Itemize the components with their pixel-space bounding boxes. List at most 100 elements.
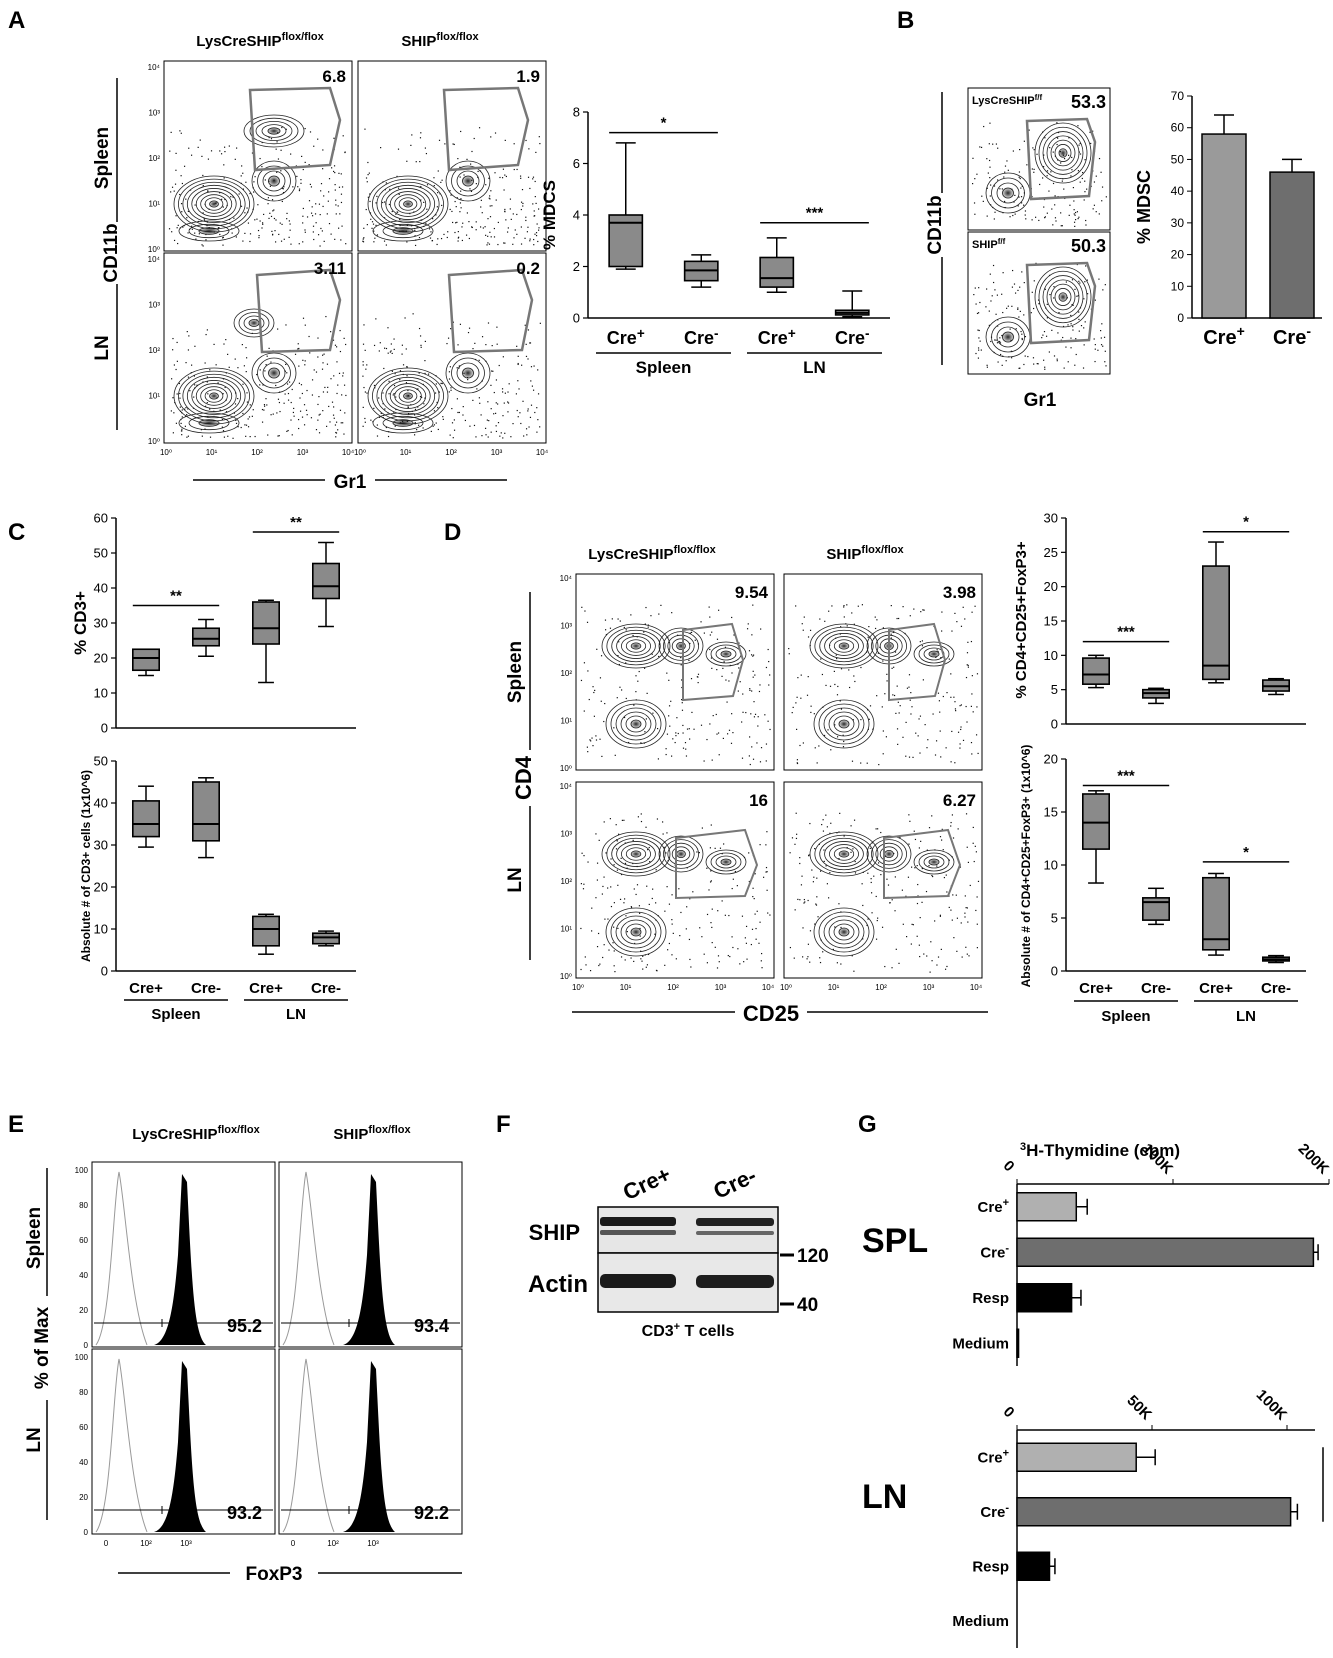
event-dot <box>326 363 329 365</box>
event-dot <box>1004 171 1006 173</box>
event-dot <box>367 161 369 164</box>
event-dot <box>362 240 364 242</box>
event-dot <box>920 840 922 842</box>
event-dot <box>891 667 893 669</box>
event-dot <box>1104 350 1106 352</box>
event-dot <box>946 692 948 694</box>
event-dot <box>404 317 406 319</box>
event-dot <box>517 355 519 357</box>
event-dot <box>694 639 696 641</box>
event-dot <box>994 289 996 291</box>
event-dot <box>977 880 980 883</box>
event-dot <box>435 422 437 424</box>
a-ytick-label: 10⁰ <box>148 437 160 446</box>
event-dot <box>273 209 275 211</box>
event-dot <box>321 230 323 232</box>
event-dot <box>310 417 313 419</box>
event-dot <box>247 418 249 420</box>
event-dot <box>853 819 856 821</box>
event-dot <box>873 875 875 877</box>
event-dot <box>711 667 713 669</box>
event-dot <box>1025 218 1027 220</box>
event-dot <box>831 605 833 607</box>
event-dot <box>711 759 713 761</box>
a-plot-spleen-cre <box>163 60 353 252</box>
a-gate-value-3: 3.11 <box>314 259 346 278</box>
event-dot <box>391 210 393 213</box>
event-dot <box>710 870 712 872</box>
event-dot <box>727 954 729 957</box>
event-dot <box>999 342 1002 344</box>
event-dot <box>378 350 380 352</box>
e-yaxis-label: % of Max <box>32 1306 53 1389</box>
event-dot <box>715 713 717 716</box>
event-dot <box>989 195 991 197</box>
event-dot <box>187 408 189 410</box>
panel-d-flow: LysCreSHIPflox/flox SHIPflox/flox 9.54 3… <box>505 544 988 1026</box>
event-dot <box>936 649 938 651</box>
event-dot <box>1061 225 1063 227</box>
event-dot <box>175 368 177 371</box>
event-dot <box>230 196 232 198</box>
event-dot <box>342 375 344 377</box>
contour-core <box>630 719 642 729</box>
event-dot <box>588 698 590 701</box>
event-dot <box>1103 336 1106 338</box>
event-dot <box>822 951 824 953</box>
event-dot <box>708 606 710 608</box>
event-dot <box>343 337 345 339</box>
event-dot <box>418 327 421 330</box>
event-dot <box>1024 210 1027 212</box>
panel-e-histograms: LysCreSHIPflox/flox SHIPflox/flox 95.2 9… <box>24 1124 463 1586</box>
event-dot <box>881 706 883 708</box>
contour-ring <box>824 633 864 659</box>
a-yaxis-label-bg <box>97 222 121 284</box>
event-dot <box>301 392 303 395</box>
event-dot <box>459 211 461 213</box>
a-ytick-label: 10² <box>148 154 160 163</box>
event-dot <box>306 414 308 416</box>
event-dot <box>986 187 988 189</box>
event-dot <box>611 618 613 620</box>
event-dot <box>584 956 586 958</box>
event-dot <box>1022 204 1025 206</box>
event-dot <box>335 431 337 434</box>
event-dot <box>529 187 531 190</box>
event-dot <box>1077 218 1079 220</box>
event-dot <box>477 170 479 173</box>
event-dot <box>489 216 492 218</box>
contour-ring <box>1050 283 1076 311</box>
event-dot <box>950 821 952 824</box>
event-dot <box>186 331 188 333</box>
event-dot <box>539 322 541 324</box>
event-dot <box>315 429 318 431</box>
event-dot <box>527 410 529 412</box>
event-dot <box>1061 180 1063 182</box>
a-contours <box>168 114 541 439</box>
event-dot <box>726 733 729 735</box>
event-dot <box>1024 355 1026 357</box>
event-dot <box>533 210 535 212</box>
event-dot <box>274 230 276 232</box>
event-dot <box>385 426 387 429</box>
event-dot <box>679 935 681 937</box>
event-dot <box>537 369 539 371</box>
event-dot <box>1031 291 1033 293</box>
event-dot <box>946 965 948 968</box>
event-dot <box>444 143 446 145</box>
event-dot <box>978 329 980 332</box>
event-dot <box>756 742 758 744</box>
event-dot <box>638 905 641 907</box>
e-ytick-label: 0 <box>84 1528 89 1537</box>
event-dot <box>180 422 182 425</box>
event-dot <box>827 729 829 731</box>
event-dot <box>633 960 635 963</box>
contour-ring <box>195 191 233 217</box>
event-dot <box>504 139 506 141</box>
contour-ring <box>1054 144 1072 162</box>
event-dot <box>689 632 691 634</box>
event-dot <box>436 243 438 246</box>
y-tick-label: 30 <box>94 616 108 631</box>
contour-ring <box>875 842 903 866</box>
contour-core <box>838 719 850 729</box>
